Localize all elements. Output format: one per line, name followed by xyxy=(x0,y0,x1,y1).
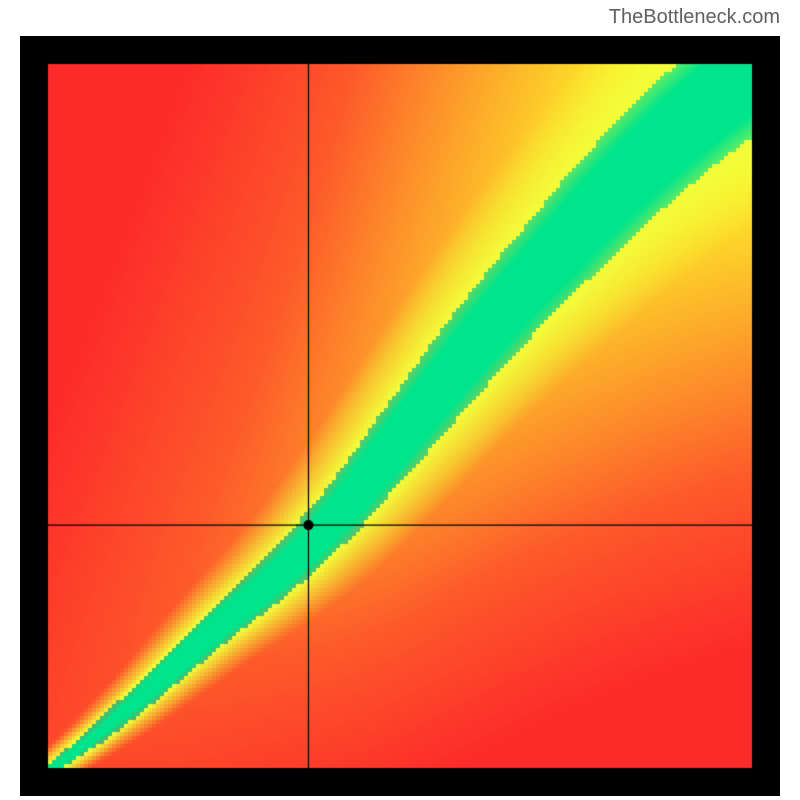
heatmap-canvas xyxy=(20,36,780,796)
attribution-text: TheBottleneck.com xyxy=(609,6,780,29)
bottleneck-heatmap xyxy=(20,36,780,796)
